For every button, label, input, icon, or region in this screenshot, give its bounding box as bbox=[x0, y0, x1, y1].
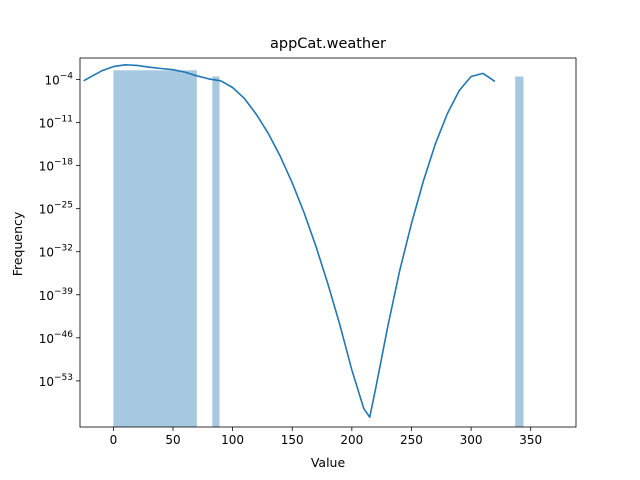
chart-title: appCat.weather bbox=[270, 36, 386, 52]
y-axis: 10−4 10−11 10−18 10−25 10−32 10−39 10−46 10−53 bbox=[39, 72, 80, 389]
y-tick-label: 10−11 bbox=[39, 115, 73, 131]
plot-area bbox=[79, 57, 577, 428]
x-axis: 0 50 100 150 200 250 300 350 bbox=[110, 427, 542, 447]
y-tick-label: 10−53 bbox=[39, 373, 73, 389]
x-tick-label: 350 bbox=[519, 433, 542, 447]
x-tick-label: 0 bbox=[110, 433, 118, 447]
histogram-bar-1 bbox=[212, 76, 220, 427]
y-tick-label: 10−39 bbox=[39, 287, 74, 303]
x-tick-label: 200 bbox=[340, 433, 363, 447]
y-tick-label: 10−25 bbox=[39, 201, 73, 217]
y-tick-label: 10−18 bbox=[39, 158, 74, 174]
x-tick-label: 150 bbox=[281, 433, 304, 447]
y-tick-label: 10−32 bbox=[39, 244, 73, 260]
y-tick-label: 10−4 bbox=[44, 72, 73, 88]
x-tick-label: 50 bbox=[165, 433, 180, 447]
x-axis-label: Value bbox=[311, 455, 346, 470]
y-tick-label: 10−46 bbox=[39, 330, 74, 346]
kde-line bbox=[83, 64, 496, 418]
histogram-bars bbox=[113, 70, 524, 428]
y-axis-label: Frequency bbox=[10, 211, 25, 276]
x-tick-label: 300 bbox=[460, 433, 483, 447]
histogram-bar-2 bbox=[515, 76, 524, 427]
plot-frame bbox=[79, 57, 577, 428]
x-tick-label: 100 bbox=[221, 433, 244, 447]
x-tick-label: 250 bbox=[400, 433, 423, 447]
histogram-bar-0 bbox=[113, 70, 197, 428]
